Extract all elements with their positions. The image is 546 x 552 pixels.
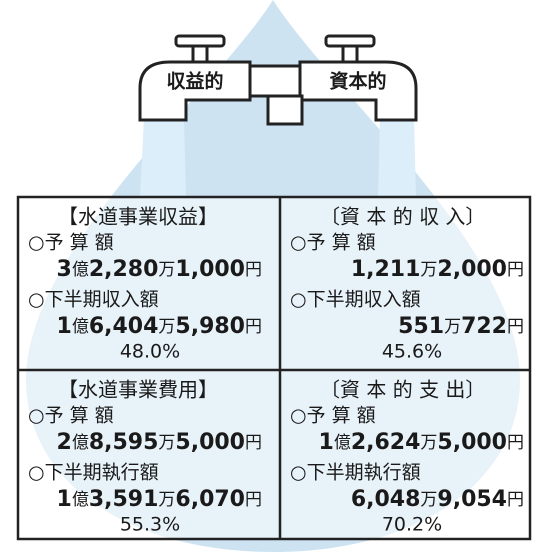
rate: 55.3% [120,514,180,536]
budget-amount: 1億2,624万5,000円 [319,430,525,455]
faucet [138,34,418,126]
budget-amount: 3億2,280万1,000円 [57,257,263,282]
faucet-label: 資本的 [329,70,386,93]
budget-label: ○予 算 額 [290,232,376,254]
second-label: ○下半期収入額 [290,289,421,311]
budget-label: ○予 算 額 [28,232,114,254]
budget-label: ○予 算 額 [290,405,376,427]
second-label: ○下半期執行額 [28,462,159,484]
right-stream [378,118,416,197]
rate: 45.6% [382,341,442,363]
box-title: 【水道事業収益】 [58,205,218,229]
second-label: ○下半期執行額 [290,462,421,484]
rate: 70.2% [382,514,442,536]
second-amount: 1億3,591万6,070円 [57,487,263,512]
budget-amount: 2億8,595万5,000円 [57,430,263,455]
budget-label: ○予 算 額 [28,405,114,427]
second-label: ○下半期収入額 [28,289,159,311]
box-title: 〔資 本 的 支 出〕 [320,378,485,402]
left-stream [140,118,186,197]
rate: 48.0% [120,341,180,363]
budget-amount: 1,211万2,000円 [351,257,524,282]
second-amount: 1億6,404万5,980円 [57,314,263,339]
box-title: 【水道事業費用】 [58,378,218,402]
table-frame [16,195,532,541]
second-amount: 551万722円 [398,314,524,339]
faucet-label: 収益的 [166,70,223,93]
second-amount: 6,048万9,054円 [351,487,524,512]
box-title: 〔資 本 的 収 入〕 [320,205,485,229]
